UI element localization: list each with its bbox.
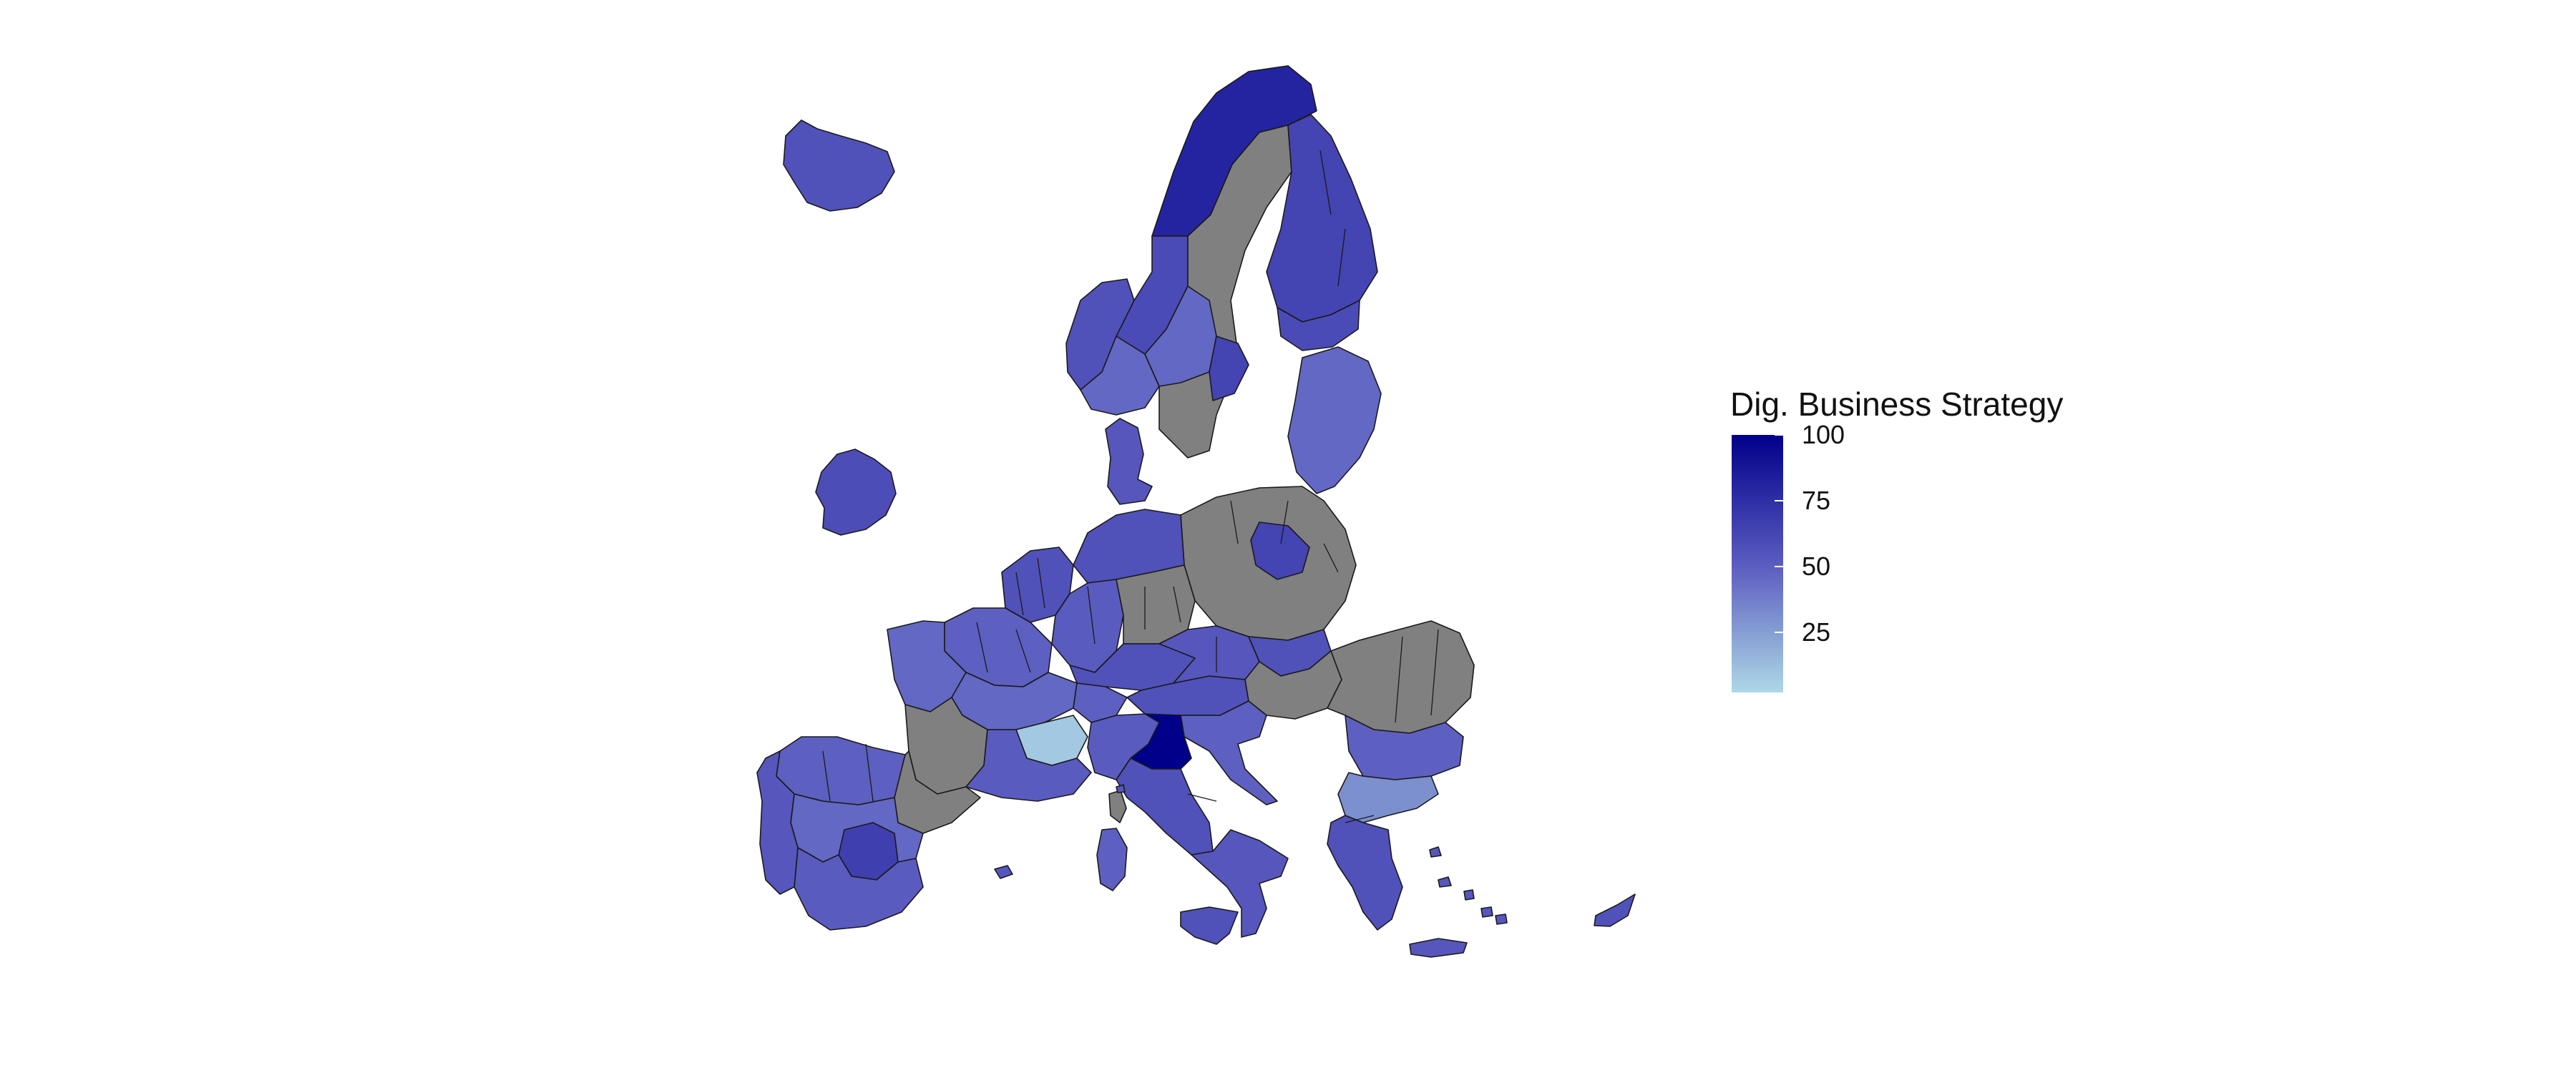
legend-tick-mark xyxy=(1775,565,1783,567)
region-poland-mazovia xyxy=(1250,521,1310,580)
region-bulgaria xyxy=(1345,715,1464,780)
region-crete xyxy=(1409,938,1468,958)
region-baltics xyxy=(1287,346,1382,494)
region-greece-north xyxy=(1337,772,1439,823)
region-cyprus xyxy=(1594,893,1636,927)
region-italy-south xyxy=(1191,829,1289,938)
region-romania xyxy=(1327,620,1475,734)
region-sicily xyxy=(1180,906,1239,945)
legend-tick-label: 100 xyxy=(1802,420,1845,449)
legend-title: Dig. Business Strategy xyxy=(1730,386,2064,423)
region-sardinia xyxy=(1096,828,1128,891)
color-legend: Dig. Business Strategy 100 75 50 25 xyxy=(1730,385,2102,700)
region-spain-south xyxy=(794,847,924,931)
region-norway-west xyxy=(1065,278,1135,391)
map-internal-borders xyxy=(822,150,1439,823)
region-corsica xyxy=(1108,790,1127,823)
legend-tick-label: 25 xyxy=(1802,617,1831,647)
region-sweden-stockholm xyxy=(1209,335,1249,401)
legend-tick-label: 75 xyxy=(1802,485,1831,515)
legend-gradient-bar xyxy=(1732,435,1783,692)
region-finland-south xyxy=(1277,300,1360,351)
legend-tick-mark xyxy=(1775,631,1783,633)
region-iceland xyxy=(783,119,895,212)
region-italy-central xyxy=(1116,758,1214,856)
region-ireland xyxy=(815,449,897,536)
region-small-islands xyxy=(994,784,1508,925)
legend-tick-mark xyxy=(1775,499,1783,501)
region-france-south xyxy=(965,729,1092,802)
region-germany-west xyxy=(1051,579,1124,673)
region-portugal xyxy=(756,750,799,895)
region-denmark xyxy=(1105,418,1153,505)
legend-tick-label: 50 xyxy=(1802,551,1831,581)
legend-tick-mark xyxy=(1775,434,1783,436)
region-slovenia-croatia xyxy=(1180,700,1278,805)
region-greece-south xyxy=(1327,815,1403,931)
